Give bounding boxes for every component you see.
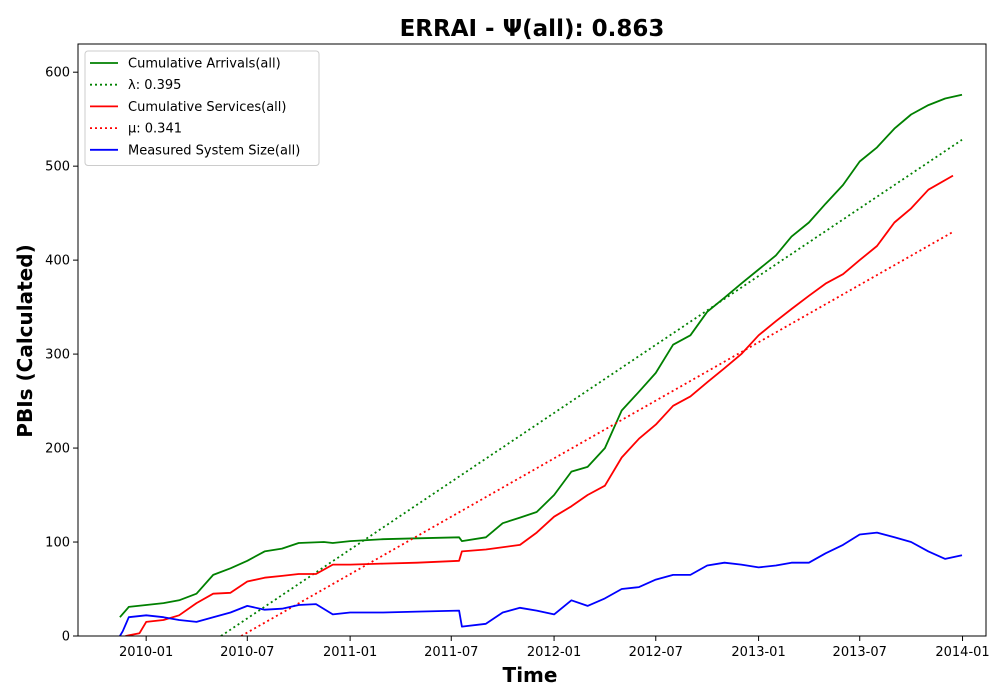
x-tick-label: 2014-01 — [935, 645, 989, 660]
y-tick-label: 100 — [45, 536, 70, 551]
legend-entry-1: λ: 0.395 — [128, 78, 181, 93]
y-tick-label: 300 — [45, 348, 70, 363]
y-tick-label: 600 — [45, 66, 70, 81]
x-axis-label: Time — [503, 663, 558, 687]
legend-entry-0: Cumulative Arrivals(all) — [128, 57, 281, 72]
plot-frame — [77, 43, 987, 637]
legend: Cumulative Arrivals(all) λ: 0.395 Cumulati… — [84, 50, 320, 166]
y-tick-label: 200 — [45, 442, 70, 457]
x-tick-label: 2010-07 — [220, 645, 274, 660]
plot-area — [119, 93, 963, 636]
series-line-1 — [220, 139, 963, 636]
x-tick-label: 2013-07 — [833, 645, 887, 660]
chart-title: ERRAI - Ψ(all): 0.863 — [400, 16, 665, 42]
x-tick-label: 2012-07 — [629, 645, 683, 660]
y-tick-label: 500 — [45, 160, 70, 175]
axes: 0 100 200 300 400 500 600 2010-01 2010-07 2011-01… — [45, 43, 990, 660]
x-tick-label: 2011-01 — [323, 645, 377, 660]
series-line-2 — [125, 174, 954, 636]
y-tick-label: 400 — [45, 254, 70, 269]
legend-entry-2: Cumulative Services(all) — [128, 100, 286, 115]
x-tick-label: 2013-01 — [731, 645, 785, 660]
x-tick-label: 2011-07 — [424, 645, 478, 660]
series-line-0 — [119, 93, 963, 618]
y-axis-label: PBIs (Calculated) — [13, 244, 37, 437]
series-line-4 — [119, 531, 963, 636]
y-tick-label: 0 — [62, 630, 70, 645]
legend-entry-3: μ: 0.341 — [128, 122, 182, 137]
x-tick-label: 2010-01 — [119, 645, 173, 660]
legend-box — [84, 50, 320, 166]
x-tick-label: 2012-01 — [527, 645, 581, 660]
legend-entry-4: Measured System Size(all) — [128, 143, 300, 158]
series-line-3 — [240, 231, 954, 636]
